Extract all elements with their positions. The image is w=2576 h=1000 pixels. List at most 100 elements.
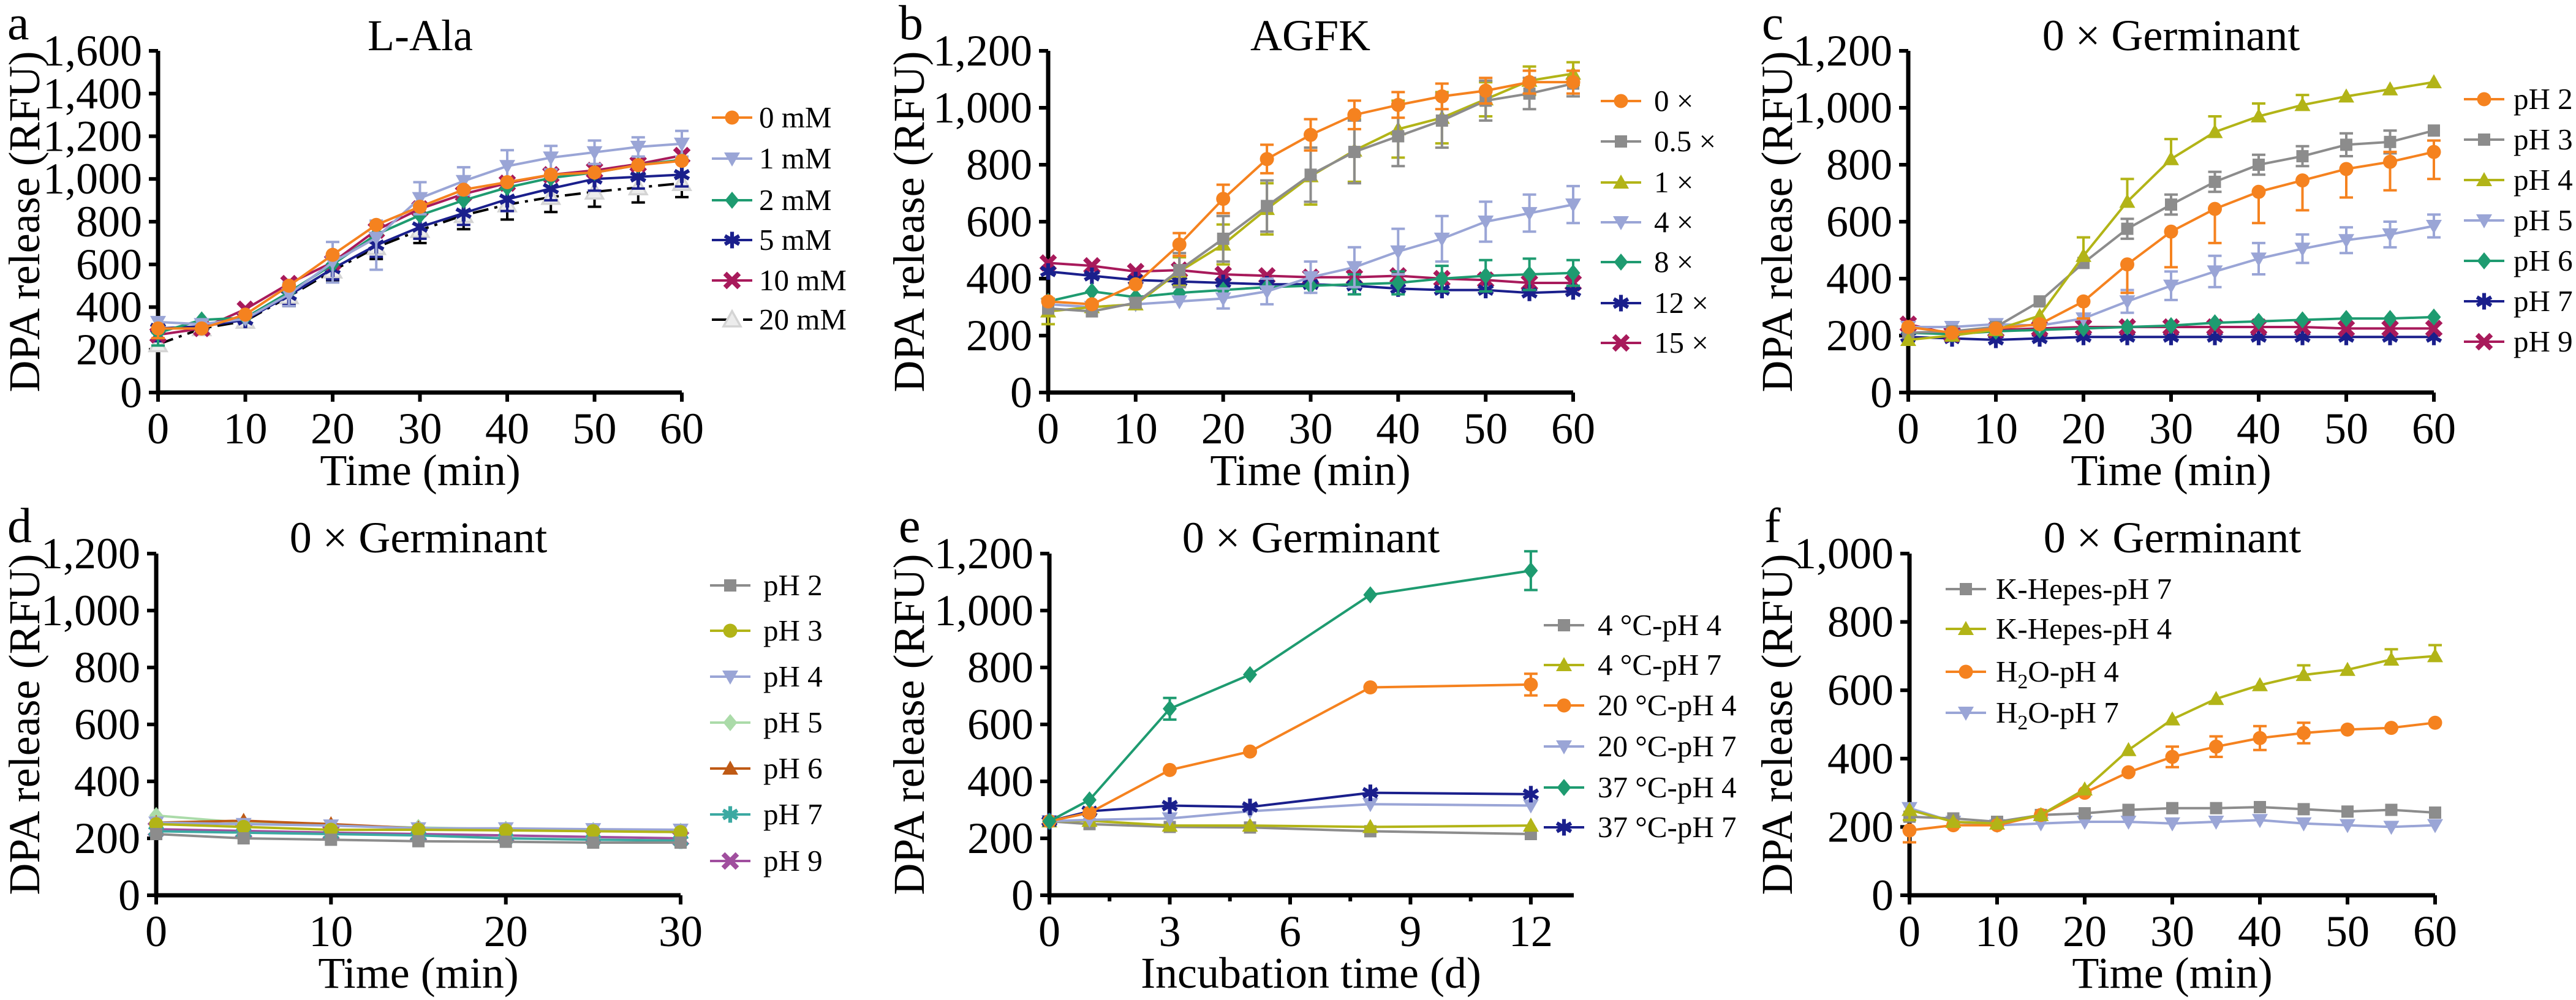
svg-text:200: 200 xyxy=(967,814,1033,863)
svg-text:pH 3: pH 3 xyxy=(763,614,823,647)
svg-text:0: 0 xyxy=(145,907,167,956)
svg-text:8 ×: 8 × xyxy=(1654,245,1693,279)
svg-text:Time (min): Time (min) xyxy=(2071,446,2271,495)
svg-text:400: 400 xyxy=(76,283,142,332)
svg-text:Time (min): Time (min) xyxy=(318,949,518,998)
svg-text:20 mM: 20 mM xyxy=(759,303,847,336)
svg-text:40: 40 xyxy=(2237,404,2281,453)
svg-text:pH 7: pH 7 xyxy=(763,797,823,831)
svg-text:pH 2: pH 2 xyxy=(2514,82,2573,116)
svg-text:200: 200 xyxy=(1826,311,1892,360)
svg-text:60: 60 xyxy=(2413,907,2457,956)
svg-text:10: 10 xyxy=(224,404,268,453)
svg-text:c: c xyxy=(1762,0,1784,50)
svg-text:a: a xyxy=(7,0,29,50)
svg-text:0 × Germinant: 0 × Germinant xyxy=(2042,11,2300,60)
svg-text:600: 600 xyxy=(1827,666,1894,715)
svg-text:60: 60 xyxy=(2412,404,2456,453)
svg-text:800: 800 xyxy=(1826,140,1892,189)
svg-text:2 mM: 2 mM xyxy=(759,183,831,217)
svg-text:H2O-pH 4: H2O-pH 4 xyxy=(1996,655,2119,693)
svg-text:0 × Germinant: 0 × Germinant xyxy=(2044,513,2302,562)
svg-text:400: 400 xyxy=(966,254,1032,303)
svg-text:1,000: 1,000 xyxy=(1794,529,1894,578)
svg-text:12: 12 xyxy=(1509,907,1553,956)
svg-text:20: 20 xyxy=(311,404,355,453)
svg-text:60: 60 xyxy=(660,404,704,453)
svg-text:400: 400 xyxy=(1826,254,1892,303)
svg-text:40: 40 xyxy=(485,404,529,453)
svg-text:1 mM: 1 mM xyxy=(759,141,831,175)
svg-text:3: 3 xyxy=(1159,907,1181,956)
svg-text:20: 20 xyxy=(1201,404,1245,453)
svg-text:37 °C-pH 4: 37 °C-pH 4 xyxy=(1598,770,1736,804)
svg-text:K-Hepes-pH 4: K-Hepes-pH 4 xyxy=(1996,612,2172,645)
svg-text:10 mM: 10 mM xyxy=(759,263,847,297)
svg-text:600: 600 xyxy=(76,240,142,289)
svg-text:DPA release (RFU): DPA release (RFU) xyxy=(0,554,49,895)
svg-text:d: d xyxy=(7,499,32,553)
svg-text:1,200: 1,200 xyxy=(933,26,1032,75)
svg-text:4 °C-pH 4: 4 °C-pH 4 xyxy=(1598,608,1721,642)
svg-text:DPA release (RFU): DPA release (RFU) xyxy=(885,51,934,392)
svg-text:800: 800 xyxy=(74,643,140,692)
svg-text:800: 800 xyxy=(967,643,1033,692)
svg-text:0.5 ×: 0.5 × xyxy=(1654,124,1716,158)
svg-text:400: 400 xyxy=(1827,734,1894,783)
svg-text:600: 600 xyxy=(967,700,1033,749)
svg-text:20: 20 xyxy=(2063,907,2107,956)
svg-text:200: 200 xyxy=(1827,802,1894,851)
svg-text:pH 4: pH 4 xyxy=(763,660,823,693)
svg-text:1,000: 1,000 xyxy=(1793,83,1892,132)
svg-text:Time (min): Time (min) xyxy=(2072,949,2272,998)
svg-text:200: 200 xyxy=(74,814,140,863)
svg-text:K-Hepes-pH 7: K-Hepes-pH 7 xyxy=(1996,572,2172,606)
svg-text:b: b xyxy=(899,0,923,50)
svg-text:1,200: 1,200 xyxy=(1793,26,1892,75)
svg-text:1,600: 1,600 xyxy=(43,26,142,75)
svg-text:1,000: 1,000 xyxy=(933,83,1032,132)
svg-text:AGFK: AGFK xyxy=(1250,11,1370,60)
svg-text:60: 60 xyxy=(1551,404,1595,453)
svg-text:DPA release (RFU): DPA release (RFU) xyxy=(885,554,934,895)
svg-text:30: 30 xyxy=(2149,404,2193,453)
svg-text:4 °C-pH 7: 4 °C-pH 7 xyxy=(1598,648,1721,682)
svg-text:DPA release (RFU): DPA release (RFU) xyxy=(1753,51,1802,392)
svg-text:0: 0 xyxy=(1870,368,1892,417)
svg-text:800: 800 xyxy=(76,197,142,246)
svg-text:200: 200 xyxy=(76,325,142,374)
svg-text:0 × Germinant: 0 × Germinant xyxy=(1182,513,1440,562)
svg-text:20 °C-pH 4: 20 °C-pH 4 xyxy=(1598,688,1736,722)
svg-text:40: 40 xyxy=(2238,907,2282,956)
svg-text:DPA release (RFU): DPA release (RFU) xyxy=(0,51,49,392)
svg-text:0 × Germinant: 0 × Germinant xyxy=(290,513,548,562)
svg-text:37 °C-pH 7: 37 °C-pH 7 xyxy=(1598,810,1736,844)
svg-text:6: 6 xyxy=(1279,907,1301,956)
svg-text:30: 30 xyxy=(1289,404,1333,453)
svg-text:15 ×: 15 × xyxy=(1654,326,1709,359)
svg-text:pH 7: pH 7 xyxy=(2514,284,2573,318)
svg-text:1,200: 1,200 xyxy=(41,529,140,578)
svg-text:Time (min): Time (min) xyxy=(1210,446,1410,495)
svg-text:0: 0 xyxy=(1872,871,1894,920)
svg-text:30: 30 xyxy=(659,907,703,956)
svg-text:50: 50 xyxy=(573,404,617,453)
svg-text:0: 0 xyxy=(147,404,169,453)
svg-text:600: 600 xyxy=(74,700,140,749)
svg-text:20: 20 xyxy=(2061,404,2106,453)
svg-text:0: 0 xyxy=(1010,368,1032,417)
svg-text:1,400: 1,400 xyxy=(43,69,142,118)
svg-text:20 °C-pH 7: 20 °C-pH 7 xyxy=(1598,729,1736,763)
svg-text:f: f xyxy=(1764,499,1781,553)
svg-text:pH 5: pH 5 xyxy=(763,705,823,739)
svg-text:9: 9 xyxy=(1399,907,1421,956)
svg-text:pH 6: pH 6 xyxy=(2514,244,2573,277)
svg-text:pH 6: pH 6 xyxy=(763,751,823,785)
svg-text:12 ×: 12 × xyxy=(1654,286,1709,320)
svg-text:Incubation time (d): Incubation time (d) xyxy=(1141,949,1481,998)
svg-text:0: 0 xyxy=(1897,404,1919,453)
svg-text:0: 0 xyxy=(118,871,140,920)
svg-text:10: 10 xyxy=(1974,404,2018,453)
svg-text:600: 600 xyxy=(1826,197,1892,246)
svg-text:1,200: 1,200 xyxy=(43,112,142,161)
